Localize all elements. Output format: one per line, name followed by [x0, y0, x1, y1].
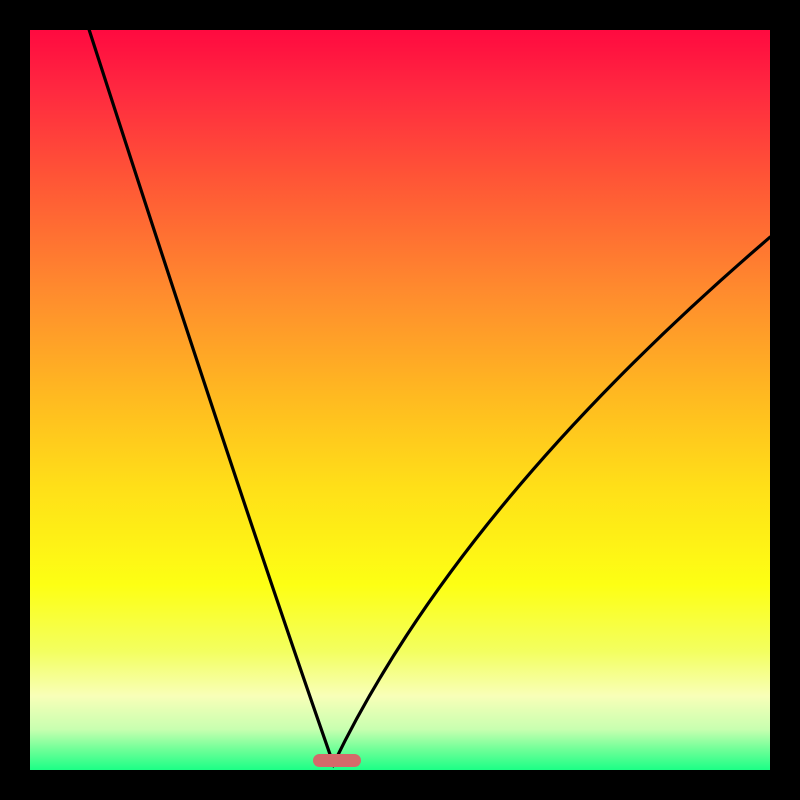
frame-bottom [0, 770, 800, 800]
frame-left [0, 0, 30, 800]
frame-top [0, 0, 800, 30]
plot-area [30, 30, 770, 770]
bottleneck-curve [30, 30, 770, 770]
frame-right [770, 0, 800, 800]
optimum-marker [313, 754, 361, 767]
chart-stage: TheBottleneck.com [0, 0, 800, 800]
